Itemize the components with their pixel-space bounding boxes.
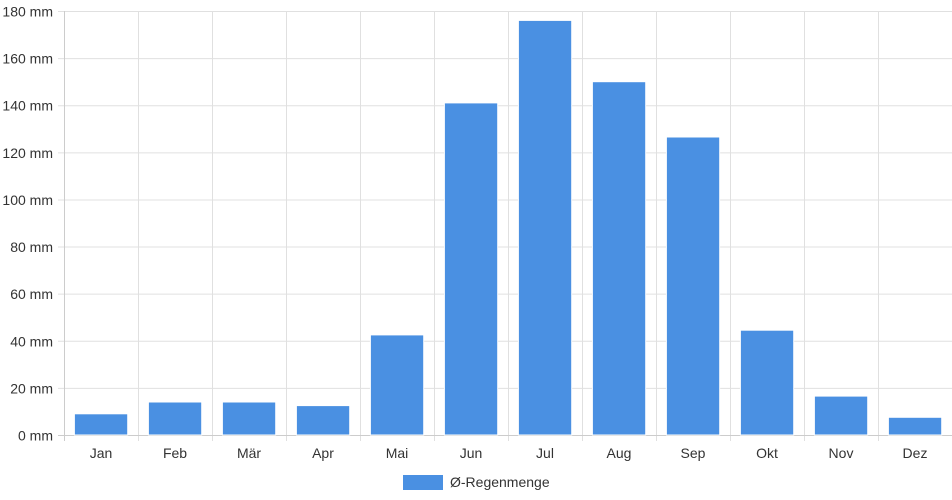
x-tick-label: Feb	[163, 445, 187, 461]
bar[interactable]	[369, 334, 425, 436]
y-tick-label: 100 mm	[2, 192, 53, 208]
x-tick-label: Jul	[536, 445, 554, 461]
x-tick-label: Jan	[90, 445, 113, 461]
x-tick-label: Sep	[681, 445, 706, 461]
bar[interactable]	[739, 329, 795, 436]
x-tick-label: Apr	[312, 445, 334, 461]
bar[interactable]	[73, 413, 129, 436]
x-axis-tick-labels: Jan Feb Mär Apr Mai Jun Jul Aug Sep Okt Nov Dez	[90, 445, 928, 461]
y-tick-label: 160 mm	[2, 51, 53, 67]
x-tick-label: Mai	[386, 445, 409, 461]
bar[interactable]	[147, 401, 203, 436]
y-tick-label: 0 mm	[18, 428, 53, 444]
x-tick-label: Jun	[460, 445, 483, 461]
y-tick-label: 180 mm	[2, 4, 53, 20]
grid	[58, 11, 952, 441]
bar[interactable]	[443, 102, 499, 436]
y-tick-label: 40 mm	[10, 333, 53, 349]
x-tick-label: Okt	[756, 445, 778, 461]
x-tick-label: Dez	[903, 445, 928, 461]
bar[interactable]	[517, 19, 573, 436]
y-tick-label: 60 mm	[10, 286, 53, 302]
x-tick-label: Mär	[237, 445, 261, 461]
y-tick-label: 20 mm	[10, 380, 53, 396]
bar[interactable]	[221, 401, 277, 436]
y-tick-label: 120 mm	[2, 145, 53, 161]
bar[interactable]	[887, 416, 943, 436]
y-tick-label: 80 mm	[10, 239, 53, 255]
bar[interactable]	[295, 405, 351, 436]
axes	[58, 11, 952, 441]
bar[interactable]	[591, 81, 647, 436]
legend-label[interactable]: Ø-Regenmenge	[450, 474, 550, 490]
legend-swatch[interactable]	[403, 475, 443, 490]
y-axis-tick-labels: 0 mm 20 mm 40 mm 60 mm 80 mm 100 mm 120 mm 140 …	[2, 4, 53, 444]
legend[interactable]: Ø-Regenmenge	[403, 474, 550, 490]
x-tick-label: Nov	[829, 445, 854, 461]
x-tick-label: Aug	[607, 445, 632, 461]
y-tick-label: 140 mm	[2, 98, 53, 114]
bar[interactable]	[813, 395, 869, 436]
bar[interactable]	[665, 136, 721, 436]
bars	[73, 19, 943, 436]
